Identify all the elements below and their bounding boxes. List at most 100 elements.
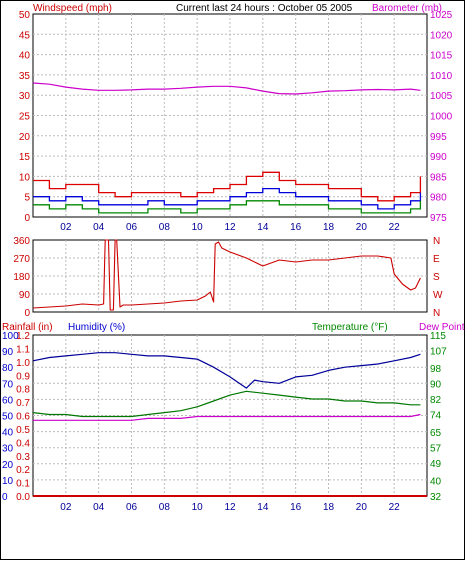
rainfall-tick-label: 0.4 [16,438,30,449]
windspeed-tick-label: 50 [19,10,31,21]
direction-tick-label: 360 [13,236,30,247]
barometer-tick-label: 985 [430,172,447,183]
windspeed-tick-label: 5 [24,193,30,204]
humidity-tick-label: 0 [2,492,8,503]
x-tick-label-top: 10 [192,222,204,233]
temperature-tick-label: 115 [430,331,446,342]
humidity-tick-label: 60 [2,395,14,406]
x-tick-label-bottom: 06 [126,502,138,513]
x-tick-label-bottom: 20 [356,502,368,513]
humidity-tick-label: 70 [2,379,14,390]
temperature-tick-label: 107 [430,347,447,358]
chart-title: Current last 24 hours : October 05 2005 [176,3,353,14]
x-tick-label-top: 14 [257,222,269,233]
windspeed-tick-label: 35 [19,71,31,82]
x-tick-label-bottom: 04 [93,502,105,513]
x-tick-label-bottom: 02 [60,502,72,513]
compass-tick-label: N [433,236,440,247]
windspeed-tick-label: 20 [19,132,31,143]
compass-tick-label: W [433,290,443,301]
temperature-tick-label: 90 [430,379,442,390]
windspeed-tick-label: 15 [19,152,31,163]
temperature-tick-label: 74 [430,411,442,422]
x-tick-label-bottom: 18 [323,502,335,513]
direction-tick-label: 180 [13,272,30,283]
x-tick-label-bottom: 08 [159,502,171,513]
humidity-tick-label: 90 [2,347,14,358]
x-tick-label-top: 22 [389,222,401,233]
dewpoint-line [33,413,421,421]
rainfall-tick-label: 0.6 [16,412,30,423]
windspeed-axis-title: Windspeed (mph) [33,3,112,14]
rainfall-tick-label: 1.2 [16,331,30,342]
humidity-tick-label: 20 [2,460,14,471]
temperature-tick-label: 82 [430,395,442,406]
temperature-tick-label: 98 [430,364,442,375]
speed-line [33,187,422,210]
barometer-tick-label: 980 [430,193,447,204]
windspeed-tick-label: 30 [19,91,31,102]
x-tick-label-bottom: 16 [290,502,302,513]
temperature-tick-label: 49 [430,459,442,470]
rainfall-tick-label: 0.7 [16,398,30,409]
direction-tick-label: 0 [24,308,30,319]
barometer-tick-label: 1000 [430,112,453,123]
humidity-tick-label: 30 [2,444,14,455]
rainfall-tick-label: 0.8 [16,385,30,396]
humidity-line [32,352,421,389]
x-tick-label-top: 16 [290,222,302,233]
humidity-tick-label: 50 [2,412,14,423]
temperature-line [32,390,421,418]
barometer-tick-label: 1025 [430,10,453,21]
barometer-axis-title: Barometer (mb) [372,3,442,14]
barometer-tick-label: 1010 [430,71,453,82]
rainfall-tick-label: 0.1 [16,479,30,490]
rainfall-tick-label: 0.5 [16,425,30,436]
windspeed-tick-label: 10 [19,172,31,183]
windspeed-tick-label: 45 [19,30,31,41]
barometer-line [32,82,421,95]
windspeed-tick-label: 0 [24,213,30,224]
compass-tick-label: N [433,308,440,319]
barometer-tick-label: 975 [430,213,447,224]
x-tick-label-bottom: 10 [192,502,204,513]
barometer-tick-label: 1005 [430,91,453,102]
rainfall-tick-label: 0.2 [16,465,30,476]
x-tick-label-bottom: 22 [389,502,401,513]
rainfall-tick-label: 0.0 [16,492,30,503]
x-tick-label-top: 08 [159,222,171,233]
x-tick-label-top: 18 [323,222,335,233]
barometer-tick-label: 1020 [430,30,453,41]
windspeed-tick-label: 40 [19,51,31,62]
humidity-axis-title: Humidity (%) [68,322,125,333]
rainfall-tick-label: 1.1 [16,344,30,355]
humidity-tick-label: 40 [2,428,14,439]
x-tick-label-top: 06 [126,222,138,233]
temperature-axis-title: Temperature (°F) [312,322,388,333]
x-tick-label-top: 04 [93,222,105,233]
rainfall-tick-label: 0.3 [16,452,30,463]
barometer-tick-label: 1015 [430,51,453,62]
x-tick-label-top: 12 [224,222,236,233]
dewpoint-axis-title: Dew Point [419,322,465,333]
temperature-tick-label: 57 [430,444,442,455]
rainfall-tick-label: 1.0 [16,358,30,369]
direction-tick-label: 270 [13,254,30,265]
temperature-tick-label: 32 [430,492,442,503]
direction-tick-label: 90 [19,290,31,301]
temperature-tick-label: 40 [430,476,442,487]
barometer-tick-label: 995 [430,132,447,143]
x-tick-label-top: 02 [60,222,72,233]
barometer-tick-label: 990 [430,152,447,163]
windspeed-tick-label: 25 [19,112,31,123]
humidity-tick-label: 80 [2,363,14,374]
humidity-tick-label: 10 [2,476,14,487]
rainfall-tick-label: 0.9 [16,371,30,382]
wind_low-line [33,200,422,214]
rainfall-axis-title: Rainfall (in) [2,322,53,333]
compass-tick-label: E [433,254,440,265]
compass-tick-label: S [433,272,440,283]
gust-line [33,171,422,202]
